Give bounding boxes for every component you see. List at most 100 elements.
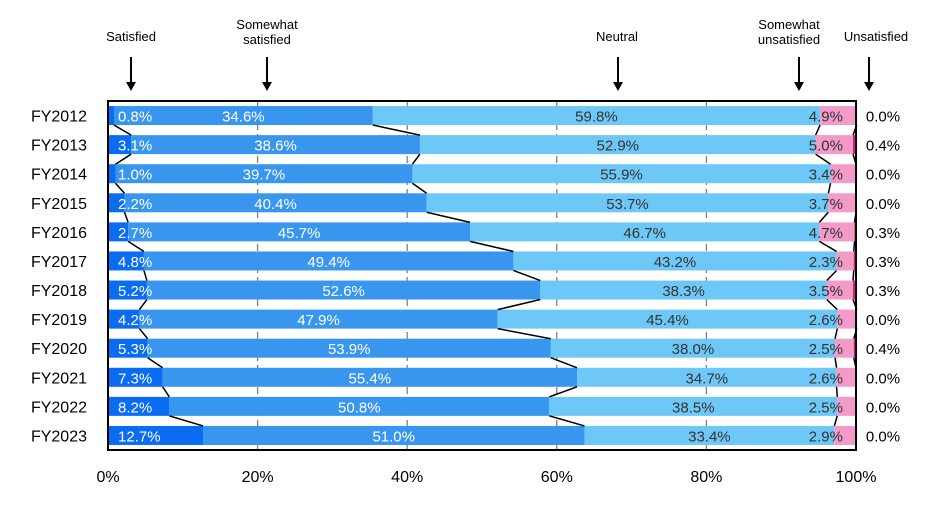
data-label-unsatisfied: 0.0% (866, 109, 900, 126)
series-header-label-line: Satisfied (106, 29, 156, 44)
connector-line (161, 386, 170, 398)
bar-segment (108, 425, 203, 445)
series-header-label: Unsatisfied (844, 29, 908, 44)
data-label-neutral: 34.7% (686, 370, 729, 387)
data-label-somewhat-satisfied: 40.4% (254, 196, 297, 213)
bar-segment (540, 280, 827, 300)
data-label-somewhat-unsatisfied: 2.6% (809, 312, 843, 329)
bar-segment (550, 338, 836, 358)
down-arrow-head-icon (794, 82, 804, 91)
bar-segment (826, 280, 854, 300)
category-label: FY2020 (31, 341, 87, 358)
bar-segment (853, 251, 856, 271)
bar-segment (497, 309, 838, 329)
bar-segment (470, 222, 820, 242)
data-label-satisfied: 8.2% (118, 399, 152, 416)
data-label-somewhat-satisfied: 53.9% (328, 341, 371, 358)
series-header-label-line: Somewhat (758, 17, 820, 32)
data-label-neutral: 45.4% (646, 312, 689, 329)
data-label-neutral: 59.8% (575, 109, 618, 126)
plot-frame (107, 100, 857, 451)
connector-line (827, 183, 832, 194)
bar-segment (372, 106, 821, 126)
connector-line (835, 386, 839, 397)
data-label-neutral: 53.7% (606, 196, 649, 213)
connector-line (127, 240, 145, 253)
data-label-unsatisfied: 0.3% (866, 254, 900, 271)
bar-segment (576, 367, 837, 387)
series-header-label-line: Neutral (596, 29, 638, 44)
bar-segment (131, 135, 420, 155)
bar-segment (830, 164, 856, 184)
category-label: FY2023 (31, 428, 87, 445)
x-tick-label: 100% (836, 469, 877, 486)
series-header-label: Neutral (596, 29, 638, 44)
data-label-somewhat-satisfied: 51.0% (372, 428, 415, 445)
data-label-somewhat-satisfied: 50.8% (338, 399, 381, 416)
data-label-satisfied: 4.2% (118, 312, 152, 329)
connector-line (114, 182, 126, 194)
bar-segment (202, 425, 585, 445)
connector-line (412, 182, 428, 194)
data-label-somewhat-satisfied: 38.6% (254, 138, 297, 155)
connector-line (469, 240, 514, 253)
x-tick-label: 20% (242, 469, 274, 486)
series-header-label: Somewhat unsatisfied (758, 17, 820, 47)
data-label-unsatisfied: 0.0% (866, 312, 900, 329)
category-axis-labels: FY2012 FY2013 FY2014 FY2015 FY2016 FY2017 FY20… (31, 109, 87, 446)
data-label-somewhat-unsatisfied: 2.9% (809, 428, 843, 445)
bar-segment (513, 251, 837, 271)
connector-line (147, 357, 164, 369)
data-label-satisfied: 5.2% (118, 283, 152, 300)
series-header-label-line: Unsatisfied (844, 29, 908, 44)
data-label-satisfied: 5.3% (118, 341, 152, 358)
bar-segment (412, 164, 831, 184)
bar-segment (162, 367, 577, 387)
series-header-arrows (126, 57, 874, 91)
down-arrow-head-icon (262, 82, 272, 91)
data-label-neutral: 38.5% (672, 399, 715, 416)
data-label-somewhat-unsatisfied: 3.7% (809, 196, 843, 213)
data-label-somewhat-unsatisfied: 2.3% (809, 254, 843, 271)
connector-line (833, 415, 839, 427)
data-label-somewhat-satisfied: 52.6% (322, 283, 365, 300)
data-label-unsatisfied: 0.0% (866, 399, 900, 416)
connector-line (143, 270, 148, 281)
data-label-satisfied: 12.7% (118, 428, 161, 445)
bar-segment (820, 106, 857, 126)
connector-line (826, 299, 838, 311)
data-label-neutral: 52.9% (596, 138, 639, 155)
unsatisfied-data-labels: 0.0% 0.4% 0.0% 0.0% 0.3% 0.3% 0.3% 0.0% 0.4% 0.0%… (866, 109, 900, 446)
connector-line (497, 327, 551, 340)
x-tick-label: 80% (690, 469, 722, 486)
series-header-label: Somewhat satisfied (236, 17, 298, 47)
bar-segment (108, 222, 129, 242)
category-label: FY2022 (31, 399, 87, 416)
data-label-somewhat-unsatisfied: 5.0% (809, 138, 843, 155)
data-label-satisfied: 2.7% (118, 225, 152, 242)
data-label-neutral: 33.4% (688, 428, 731, 445)
series-header-label-line: satisfied (243, 32, 291, 47)
segment-data-labels: 0.8% 34.6% 59.8% 4.9% 3.1% 38.6% 52.9% 5.0% 1.0%… (118, 109, 843, 446)
bar-segment (819, 222, 855, 242)
connector-line (550, 357, 578, 369)
bar-segment (108, 338, 148, 358)
data-label-somewhat-satisfied: 45.7% (278, 225, 321, 242)
connector-line (549, 415, 585, 427)
series-header-label-line: unsatisfied (758, 32, 820, 47)
data-label-satisfied: 7.3% (118, 370, 152, 387)
connector-line (549, 386, 578, 398)
data-label-satisfied: 4.8% (118, 254, 152, 271)
category-label: FY2021 (31, 370, 87, 387)
data-label-satisfied: 0.8% (118, 109, 152, 126)
category-label: FY2017 (31, 254, 87, 271)
connector-line (815, 153, 831, 165)
category-label: FY2012 (31, 109, 87, 126)
bar-segment (815, 135, 854, 155)
connector-line (123, 212, 129, 223)
data-label-neutral: 38.3% (662, 283, 705, 300)
gridlines (256, 101, 708, 450)
bar-segment (828, 193, 856, 213)
data-label-neutral: 43.2% (654, 254, 697, 271)
